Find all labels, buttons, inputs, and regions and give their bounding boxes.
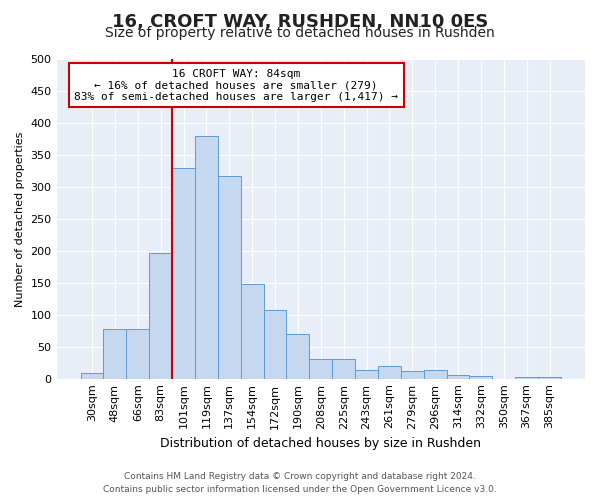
Bar [149, 252, 172, 378]
Bar [424, 370, 446, 378]
Bar [80, 373, 103, 378]
Bar [401, 371, 424, 378]
Bar [310, 360, 332, 378]
Bar [103, 330, 127, 378]
Bar [218, 176, 241, 378]
Bar [127, 329, 149, 378]
Text: Contains HM Land Registry data © Crown copyright and database right 2024.
Contai: Contains HM Land Registry data © Crown c… [103, 472, 497, 494]
Bar [446, 376, 469, 378]
Text: 16, CROFT WAY, RUSHDEN, NN10 0ES: 16, CROFT WAY, RUSHDEN, NN10 0ES [112, 12, 488, 30]
Bar [332, 360, 355, 378]
Y-axis label: Number of detached properties: Number of detached properties [15, 131, 25, 306]
Bar [538, 377, 561, 378]
Bar [378, 366, 401, 378]
Bar [172, 168, 195, 378]
Bar [286, 334, 310, 378]
Bar [355, 370, 378, 378]
Bar [241, 284, 263, 378]
Text: Size of property relative to detached houses in Rushden: Size of property relative to detached ho… [105, 26, 495, 40]
Bar [469, 376, 493, 378]
X-axis label: Distribution of detached houses by size in Rushden: Distribution of detached houses by size … [160, 437, 481, 450]
Text: 16 CROFT WAY: 84sqm
← 16% of detached houses are smaller (279)
83% of semi-detac: 16 CROFT WAY: 84sqm ← 16% of detached ho… [74, 68, 398, 102]
Bar [195, 136, 218, 378]
Bar [263, 310, 286, 378]
